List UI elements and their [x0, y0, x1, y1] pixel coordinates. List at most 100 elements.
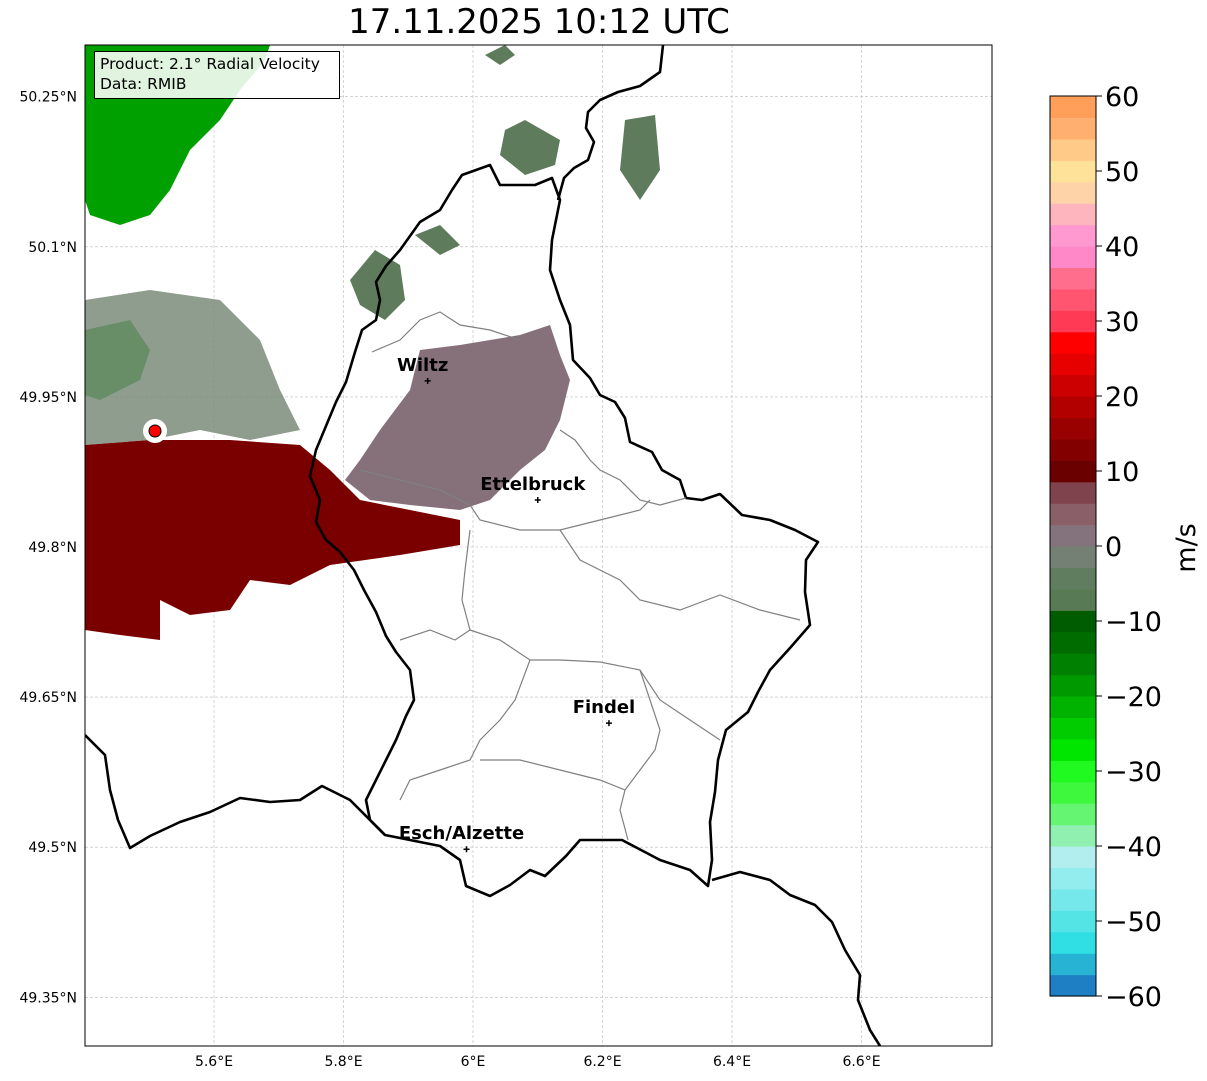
lon-tick-label: 6°E — [461, 1054, 486, 1070]
city-marker-icon — [534, 496, 541, 503]
city-marker-icon — [605, 720, 612, 727]
colorbar-segment — [1050, 246, 1096, 269]
colorbar-segment — [1050, 803, 1096, 826]
colorbar-segment — [1050, 867, 1096, 890]
colorbar-segment — [1050, 631, 1096, 654]
city-marker-icon — [463, 846, 470, 853]
colorbar-tick-label: −60 — [1105, 982, 1162, 1013]
colorbar-segment — [1050, 438, 1096, 461]
colorbar-tick-label: 60 — [1105, 82, 1139, 113]
plot-frame — [84, 44, 993, 1047]
colorbar-segment — [1050, 974, 1096, 997]
colorbar-segment — [1050, 288, 1096, 311]
echo-outbound-red — [85, 440, 460, 640]
colorbar-segment — [1050, 910, 1096, 933]
colorbar-segment — [1050, 717, 1096, 740]
radar-echoes — [85, 45, 660, 640]
colorbar-segment — [1050, 267, 1096, 290]
product-label: Product: 2.1° Radial Velocity — [100, 55, 320, 73]
colorbar-segment — [1050, 738, 1096, 761]
colorbar-segment — [1050, 888, 1096, 911]
belgium-germany-border — [556, 45, 665, 201]
colorbar-segment — [1050, 760, 1096, 783]
colorbar-segment — [1050, 481, 1096, 504]
echo-green-grey-n — [415, 225, 460, 255]
colorbar-tick-label: 40 — [1105, 232, 1139, 263]
colorbar-segment — [1050, 610, 1096, 633]
colorbar-segment — [1050, 524, 1096, 547]
colorbar-segment — [1050, 331, 1096, 354]
colorbar-segment — [1050, 138, 1096, 161]
colorbar-segment — [1050, 396, 1096, 419]
data-source-label: Data: RMIB — [100, 75, 187, 93]
colorbar-tick-label: 50 — [1105, 157, 1139, 188]
colorbar-segment — [1050, 588, 1096, 611]
lat-tick-label: 50.25°N — [19, 90, 77, 106]
canton-borders — [359, 311, 801, 841]
echo-mauve-central — [345, 325, 570, 510]
colorbar-segment — [1050, 117, 1096, 140]
lat-tick-label: 50.1°N — [28, 240, 77, 256]
borders — [85, 45, 882, 1046]
colorbar-segment — [1050, 503, 1096, 526]
germany-france-border — [711, 870, 882, 1046]
colorbar-segment — [1050, 824, 1096, 847]
colorbar-segment — [1050, 310, 1096, 333]
colorbar-segment — [1050, 567, 1096, 590]
city-marker-icon — [424, 377, 431, 384]
colorbar-segment — [1050, 781, 1096, 804]
lat-tick-label: 49.8°N — [28, 540, 77, 556]
colorbar-tick-label: 20 — [1105, 382, 1139, 413]
colorbar-segment — [1050, 460, 1096, 483]
map-title: 17.11.2025 10:12 UTC — [348, 2, 730, 42]
colorbar-segment — [1050, 374, 1096, 397]
colorbar-tick-label: −40 — [1105, 832, 1162, 863]
product-info-box: Product: 2.1° Radial Velocity Data: RMIB — [94, 51, 340, 99]
colorbar-segment — [1050, 203, 1096, 226]
echo-green-grey-ne1 — [500, 120, 560, 175]
colorbar-label: m/s — [1171, 523, 1202, 572]
lon-tick-label: 6.4°E — [713, 1054, 751, 1070]
colorbar-segment — [1050, 953, 1096, 976]
colorbar-tick-label: 0 — [1105, 532, 1122, 563]
echo-grey-top — [485, 45, 515, 65]
colorbar-segment — [1050, 696, 1096, 719]
colorbar-segment — [1050, 181, 1096, 204]
colorbar-tick-label: −50 — [1105, 907, 1162, 938]
colorbar-segment — [1050, 846, 1096, 869]
colorbar-tick-label: 30 — [1105, 307, 1139, 338]
lon-tick-label: 6.2°E — [583, 1054, 621, 1070]
axis-ticks: 5.6°E 5.8°E 6°E 6.2°E 6.4°E 6.6°E 50.25°N 50.1°… — [19, 90, 880, 1070]
city-label: Wiltz — [397, 355, 448, 376]
colorbar-tick-label: −30 — [1105, 757, 1162, 788]
city-label: Findel — [573, 697, 636, 718]
lat-tick-label: 49.65°N — [19, 690, 77, 706]
colorbar-segment — [1050, 417, 1096, 440]
lon-tick-label: 6.6°E — [842, 1054, 880, 1070]
lat-tick-label: 49.95°N — [19, 390, 77, 406]
colorbar-tick-label: −10 — [1105, 607, 1162, 638]
colorbar-segment — [1050, 653, 1096, 676]
echo-grey-radar — [85, 290, 300, 445]
city-label: Esch/Alzette — [399, 823, 524, 844]
radar-site-marker — [148, 424, 162, 438]
echo-green-grey-ne2 — [620, 115, 660, 200]
colorbar-tick-label: −20 — [1105, 682, 1162, 713]
colorbar-segment — [1050, 224, 1096, 247]
colorbar-segment — [1050, 353, 1096, 376]
lat-tick-label: 49.35°N — [19, 990, 77, 1006]
colorbar: 60 50 40 30 20 10 0 −10 −20 −30 −40 −50 −60 — [1049, 82, 1162, 1013]
city-label: Ettelbruck — [480, 474, 586, 495]
lat-tick-label: 49.5°N — [28, 840, 77, 856]
colorbar-tick-label: 10 — [1105, 457, 1139, 488]
belgium-france-border — [85, 734, 386, 850]
lon-tick-label: 5.8°E — [324, 1054, 362, 1070]
city-markers: Wiltz Ettelbruck Findel Esch/Alzette — [397, 355, 636, 853]
colorbar-segment — [1050, 674, 1096, 697]
colorbar-segment — [1050, 546, 1096, 569]
colorbar-segment — [1050, 160, 1096, 183]
lon-tick-label: 5.6°E — [195, 1054, 233, 1070]
colorbar-segment — [1050, 931, 1096, 954]
luxembourg-border — [308, 163, 820, 898]
